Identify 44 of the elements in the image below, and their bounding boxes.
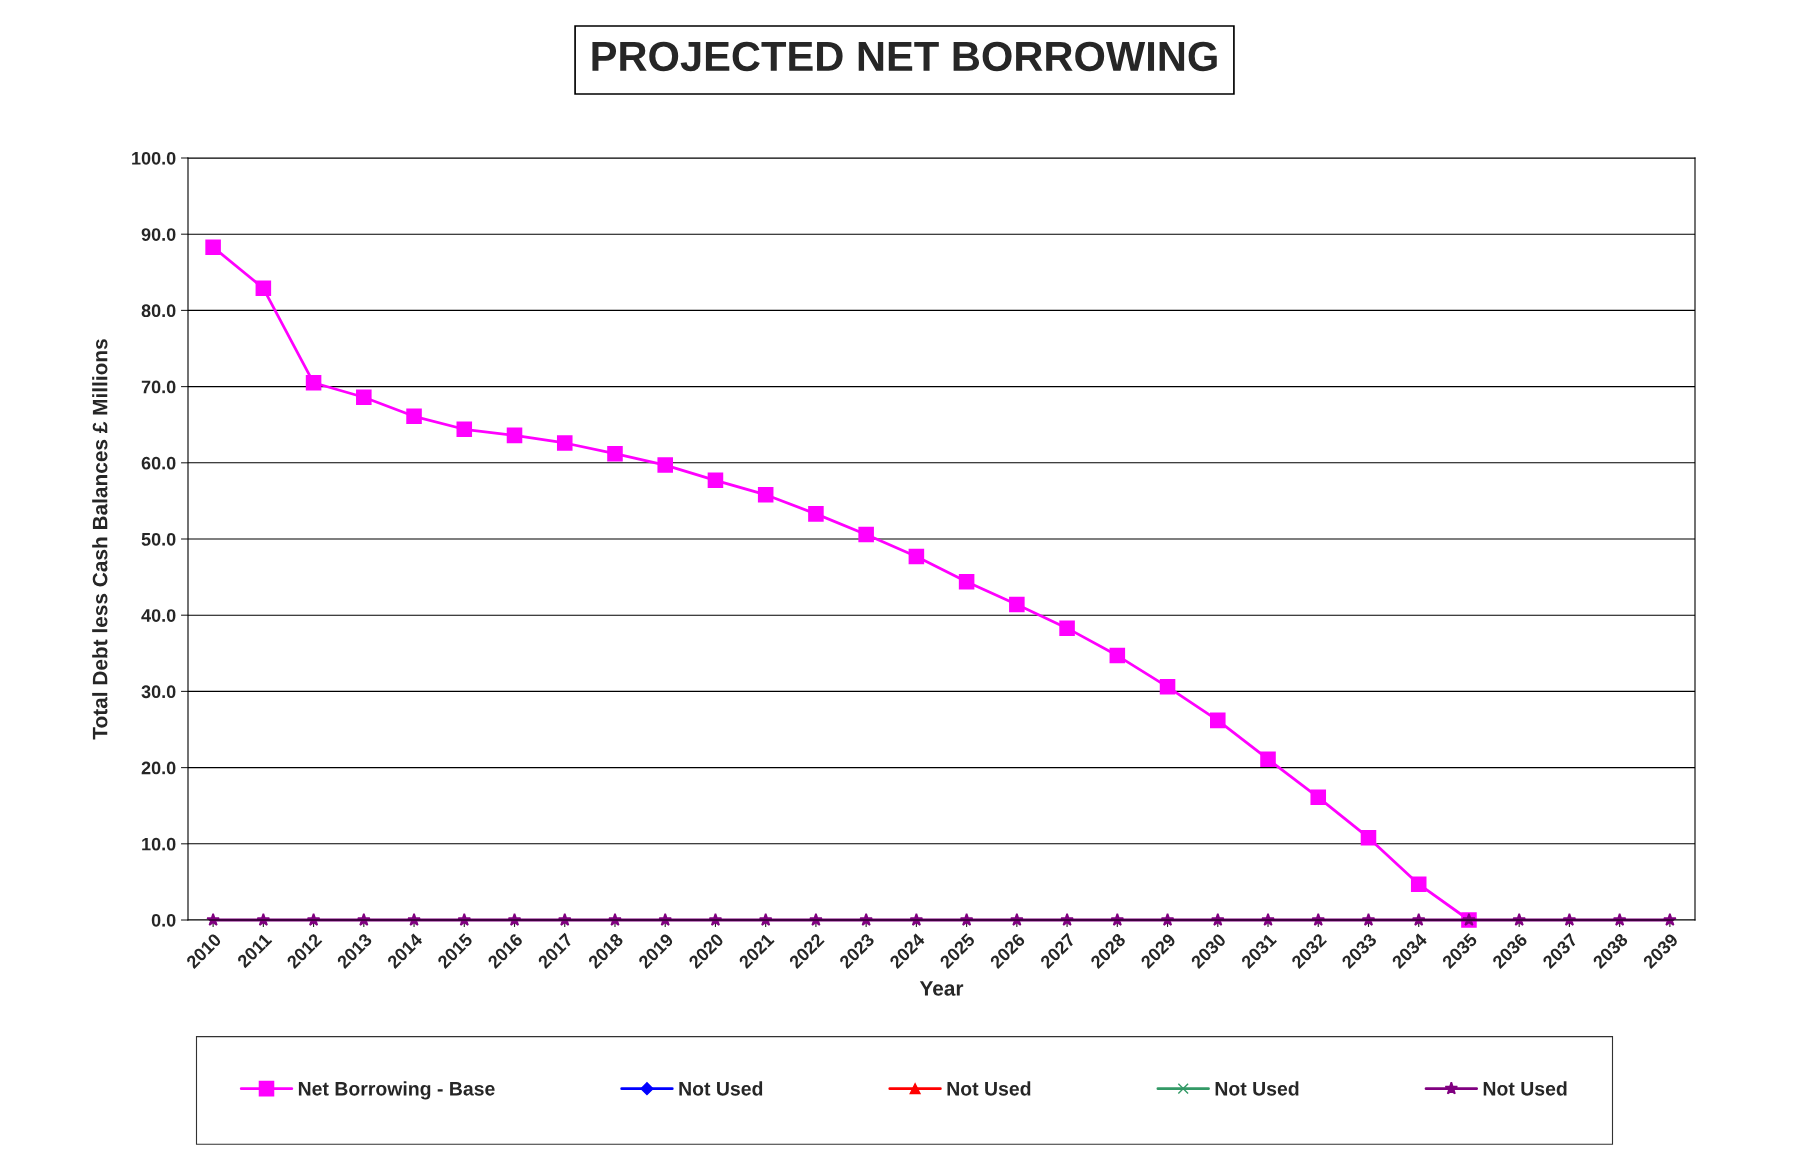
- y-tick-label: 20.0: [141, 761, 176, 775]
- y-tick-label: 10.0: [142, 837, 176, 851]
- legend-label: Not Used: [1483, 1081, 1567, 1096]
- y-tick-label: 50.0: [141, 532, 176, 546]
- point: [757, 487, 774, 503]
- point: [1210, 712, 1226, 729]
- point: [1059, 620, 1075, 636]
- y-axis-title: Total Debt less Cash Balances £ Millions: [92, 339, 108, 740]
- point: [607, 445, 623, 462]
- legend-label: Not Used: [1215, 1081, 1299, 1096]
- y-tick-label: 70.0: [141, 380, 176, 394]
- y-tick-label: 100.0: [132, 151, 176, 165]
- legend-label: Not Used: [947, 1081, 1031, 1096]
- chart-title: PROJECTED NET BORROWING: [592, 41, 1217, 72]
- point: [1109, 647, 1126, 664]
- point: [1009, 596, 1025, 613]
- y-tick-label: 80.0: [141, 304, 176, 318]
- legend-label: Net Borrowing - Base: [298, 1081, 495, 1100]
- legend-label: Not Used: [679, 1081, 763, 1096]
- point: [1410, 876, 1427, 892]
- point: [205, 239, 221, 255]
- y-tick-label: 30.0: [141, 685, 176, 699]
- point: [255, 280, 272, 297]
- point: [406, 408, 422, 425]
- point: [506, 427, 523, 444]
- point: [707, 472, 724, 489]
- point: [456, 421, 473, 438]
- y-tick-label: 0.0: [151, 913, 176, 927]
- y-tick-label: 60.0: [141, 456, 176, 470]
- point: [1260, 751, 1276, 767]
- point: [808, 506, 824, 522]
- point: [958, 573, 975, 590]
- point: [305, 375, 322, 391]
- point: [1159, 679, 1176, 695]
- y-tick-label: 40.0: [141, 609, 176, 622]
- point: [657, 457, 673, 473]
- x-axis-title: Year: [919, 981, 964, 996]
- point: [1360, 829, 1377, 846]
- point: [1310, 789, 1327, 806]
- point: [908, 548, 925, 565]
- y-tick-label: 90.0: [141, 228, 176, 241]
- point: [858, 526, 874, 543]
- point: [356, 389, 372, 406]
- point: [556, 435, 573, 451]
